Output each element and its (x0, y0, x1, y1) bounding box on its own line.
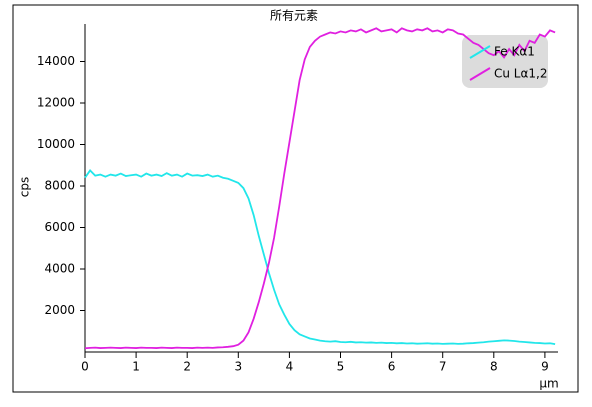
x-tick-label: 3 (234, 360, 242, 374)
x-tick-label: 9 (541, 360, 549, 374)
y-tick-label: 8000 (44, 179, 75, 193)
y-tick-label: 6000 (44, 220, 75, 234)
x-tick-label: 0 (81, 360, 89, 374)
frame (12, 4, 579, 393)
x-tick-label: 6 (388, 360, 396, 374)
x-tick-label: 7 (439, 360, 447, 374)
y-tick-label: 2000 (44, 303, 75, 317)
chart-title: 所有元素 (270, 9, 318, 23)
legend-swatch (469, 67, 491, 81)
legend-swatch (469, 45, 491, 59)
x-tick-label: 8 (490, 360, 498, 374)
x-axis-label: μm (539, 377, 558, 391)
x-tick-label: 4 (286, 360, 294, 374)
y-tick-label: 12000 (37, 96, 75, 110)
y-tick-label: 10000 (37, 137, 75, 151)
y-tick-label: 14000 (37, 54, 75, 68)
series-line (84, 169, 556, 346)
x-tick-label: 2 (183, 360, 191, 374)
series-line (84, 27, 556, 350)
y-tick-label: 4000 (44, 262, 75, 276)
x-tick-label: 1 (132, 360, 140, 374)
legend-label: Fe Kα1 (494, 45, 535, 59)
y-axis-label: cps (18, 177, 32, 197)
x-tick-label: 5 (337, 360, 345, 374)
legend-label: Cu Lα1,2 (494, 67, 547, 81)
